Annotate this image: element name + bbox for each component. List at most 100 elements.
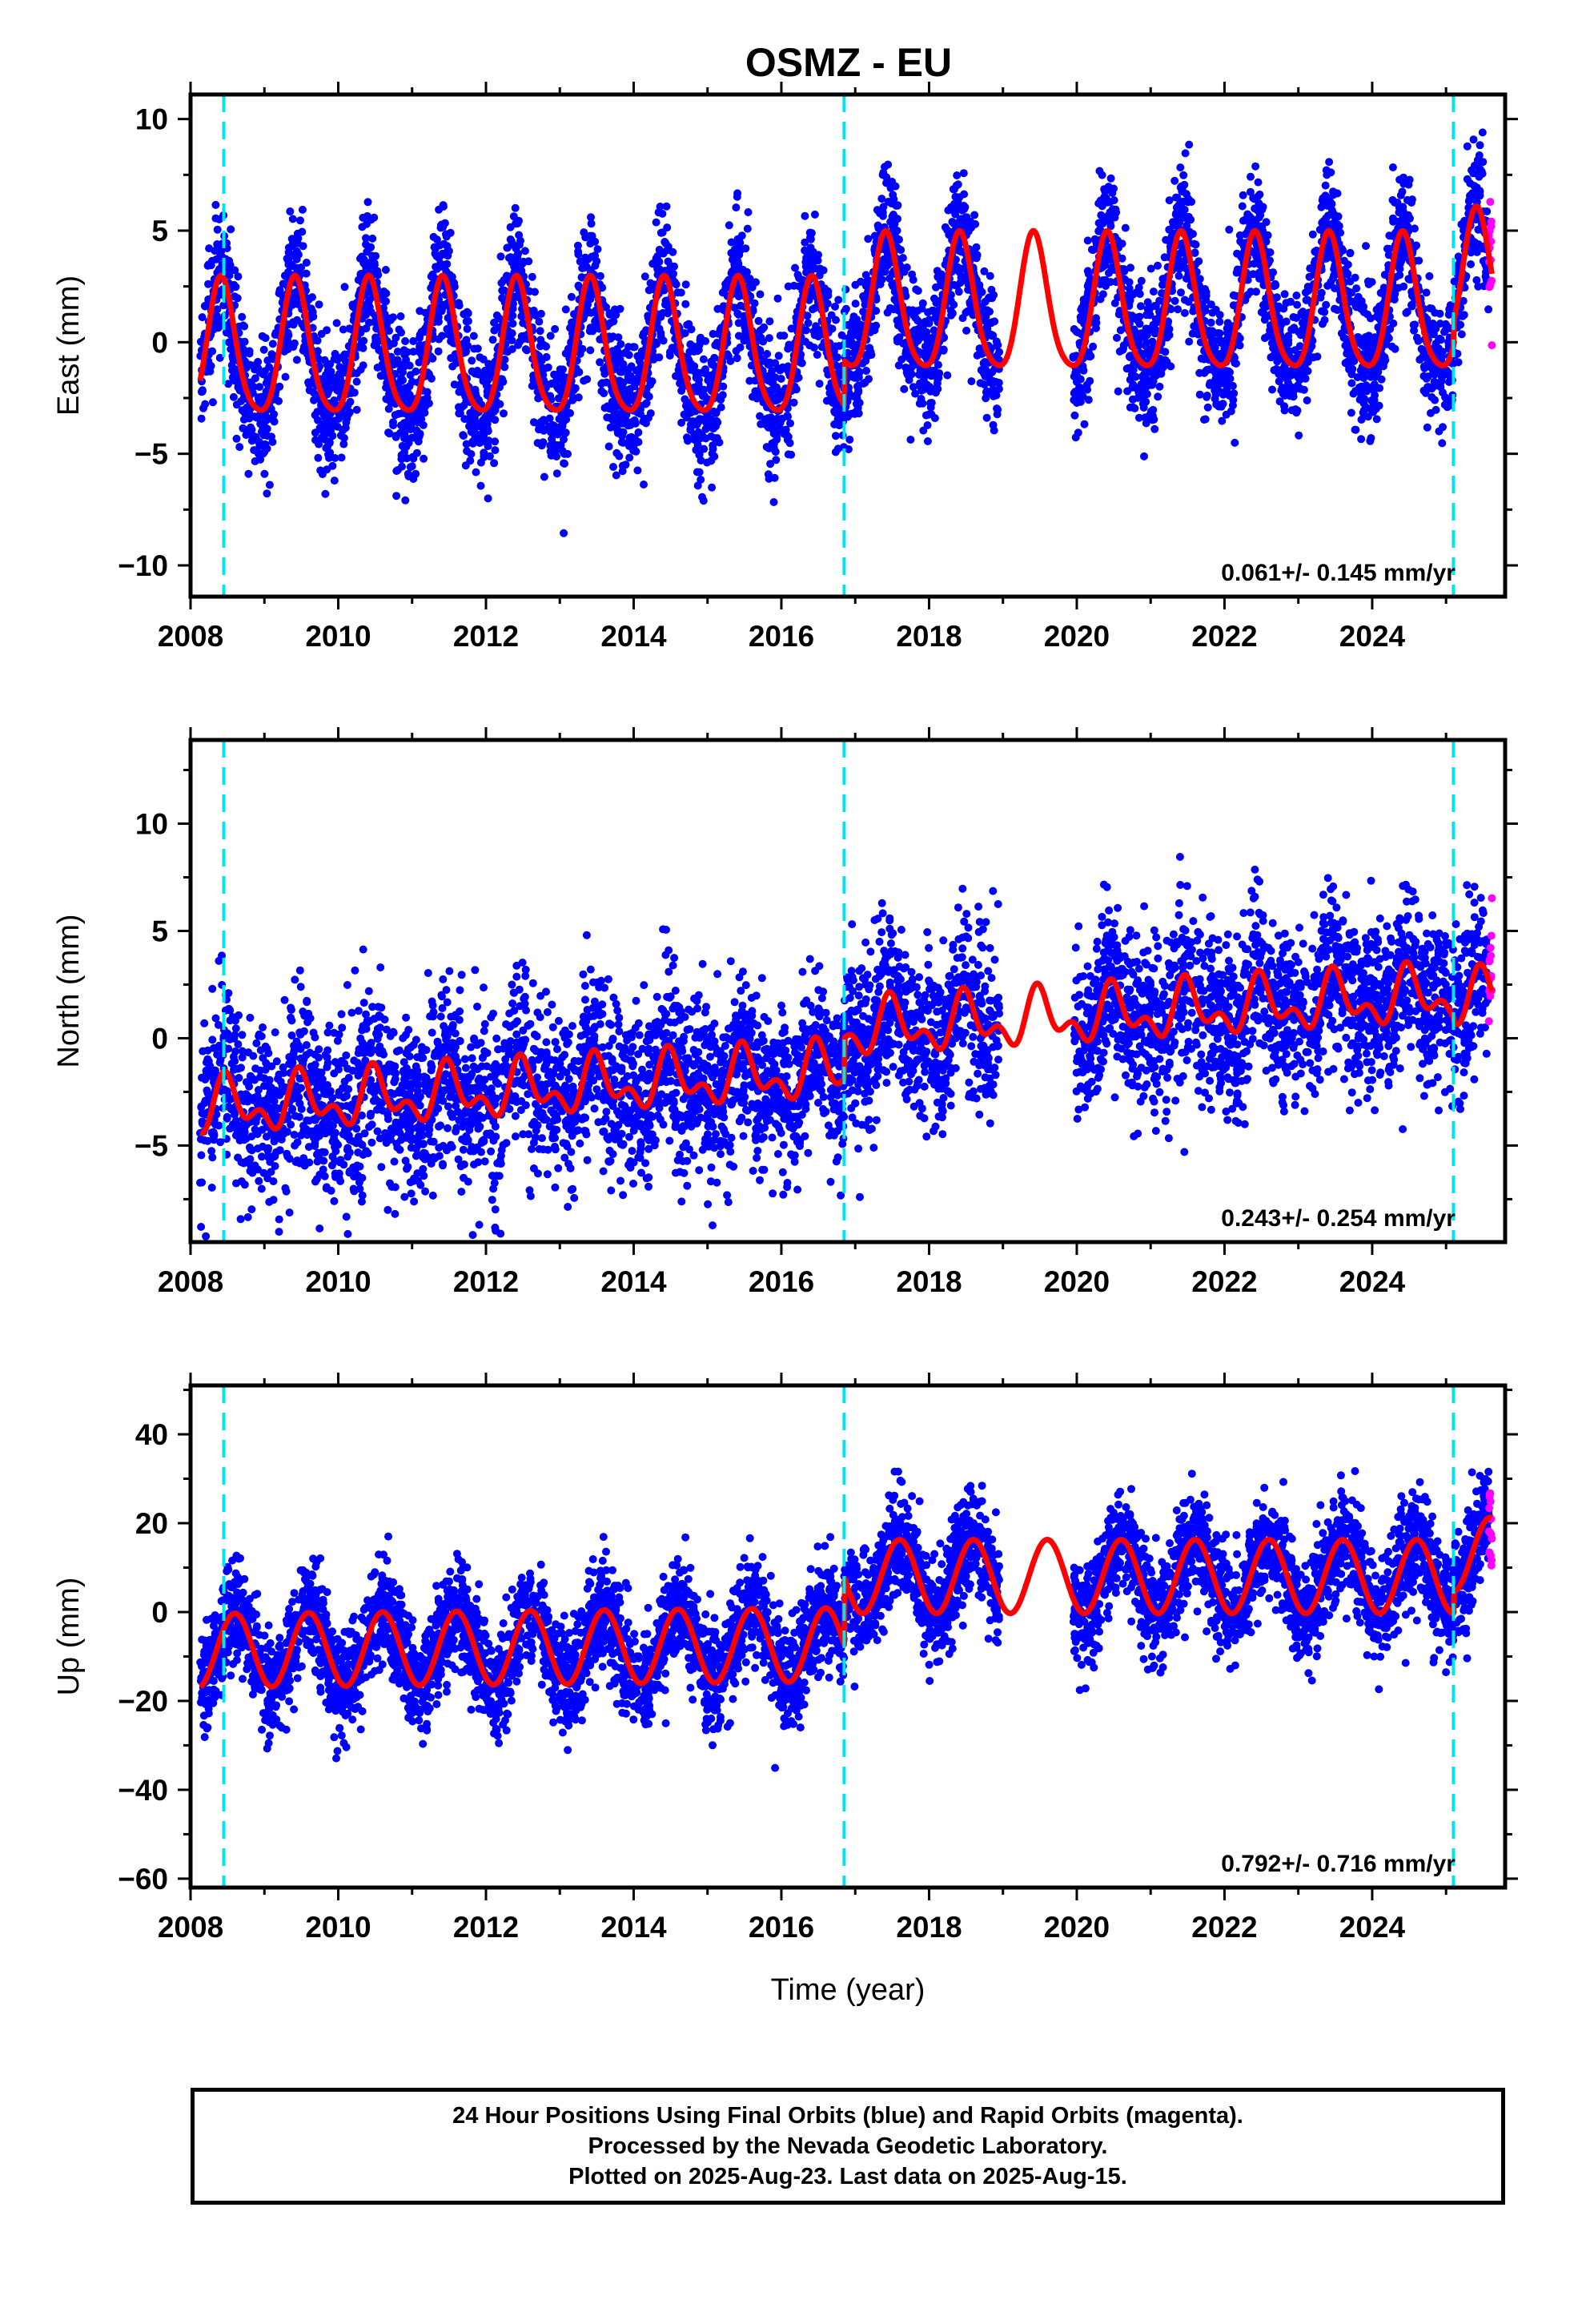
data-point	[655, 245, 664, 254]
data-point	[951, 210, 960, 219]
data-point	[618, 461, 627, 470]
data-point	[930, 366, 938, 375]
data-point	[1277, 386, 1286, 395]
data-point	[1215, 311, 1224, 320]
data-point	[476, 481, 485, 490]
data-point	[1317, 203, 1326, 211]
data-point	[889, 191, 897, 199]
data-point	[1083, 267, 1092, 275]
data-point	[1280, 290, 1289, 299]
data-point	[1295, 431, 1303, 440]
data-point	[1169, 219, 1178, 228]
data-point	[341, 424, 350, 432]
data-point	[1260, 316, 1269, 324]
data-point	[376, 372, 385, 380]
data-point	[1150, 424, 1159, 433]
data-point	[769, 498, 778, 506]
data-point	[693, 481, 702, 490]
data-point	[713, 304, 722, 313]
data-point	[1180, 308, 1189, 317]
data-point	[663, 223, 672, 232]
data-point	[211, 214, 220, 223]
data-point	[756, 290, 765, 299]
data-point	[715, 438, 724, 447]
data-point	[791, 263, 799, 272]
data-point	[616, 304, 624, 313]
data-point	[1367, 372, 1375, 381]
data-point	[408, 377, 416, 386]
data-point	[681, 280, 690, 289]
data-point	[1238, 239, 1247, 247]
data-point	[745, 376, 754, 385]
data-point	[681, 300, 690, 308]
data-point	[263, 489, 271, 498]
data-point	[1211, 336, 1219, 345]
data-point	[242, 411, 251, 420]
data-point	[981, 297, 990, 306]
data-point	[1320, 308, 1329, 316]
data-point	[229, 392, 238, 401]
data-point	[695, 468, 704, 476]
data-point	[208, 398, 217, 407]
data-point	[982, 394, 990, 403]
data-point	[302, 269, 311, 278]
data-point	[1304, 287, 1313, 295]
data-point	[207, 261, 215, 270]
data-point	[255, 441, 264, 450]
data-point	[1076, 397, 1085, 406]
data-point	[490, 459, 499, 468]
data-point	[561, 305, 570, 314]
data-point	[685, 356, 693, 364]
data-point	[321, 489, 330, 498]
data-point	[1106, 174, 1115, 183]
data-point	[809, 305, 817, 314]
data-point	[766, 460, 775, 468]
data-point	[283, 328, 292, 337]
data-point	[468, 356, 476, 365]
data-point	[537, 439, 546, 448]
data-point	[1105, 268, 1113, 277]
data-point	[1195, 275, 1204, 283]
data-point	[463, 324, 472, 333]
data-point	[721, 284, 730, 293]
data-point	[1479, 158, 1488, 167]
data-point	[1463, 142, 1472, 151]
data-point	[290, 339, 299, 348]
data-point	[962, 326, 971, 335]
data-point	[620, 412, 629, 421]
data-point	[667, 268, 676, 277]
data-point	[1423, 423, 1431, 432]
data-point	[1083, 236, 1092, 245]
data-point	[658, 209, 667, 218]
data-point	[1346, 248, 1355, 257]
data-point	[1173, 193, 1182, 202]
data-point	[232, 400, 241, 409]
data-point	[536, 336, 545, 344]
data-point	[197, 414, 206, 423]
data-point	[885, 304, 894, 312]
data-point	[622, 348, 630, 356]
data-point	[275, 396, 283, 405]
data-point	[1484, 305, 1493, 314]
data-point	[1201, 304, 1210, 313]
data-point	[392, 492, 401, 501]
data-point	[508, 329, 516, 338]
data-point	[989, 420, 998, 429]
data-point	[741, 244, 750, 253]
data-point	[340, 283, 349, 292]
data-point	[479, 376, 488, 385]
data-point	[394, 409, 403, 418]
data-point	[854, 381, 863, 390]
data-point	[523, 346, 531, 355]
data-point	[1363, 310, 1372, 319]
data-point	[641, 400, 650, 408]
data-point	[1303, 396, 1311, 404]
data-point	[432, 235, 441, 244]
data-point	[889, 282, 897, 291]
data-point	[612, 471, 620, 480]
data-point	[950, 199, 958, 208]
data-point	[1411, 320, 1419, 329]
data-point	[1185, 337, 1194, 346]
data-point	[1440, 328, 1448, 336]
data-point	[901, 364, 910, 372]
